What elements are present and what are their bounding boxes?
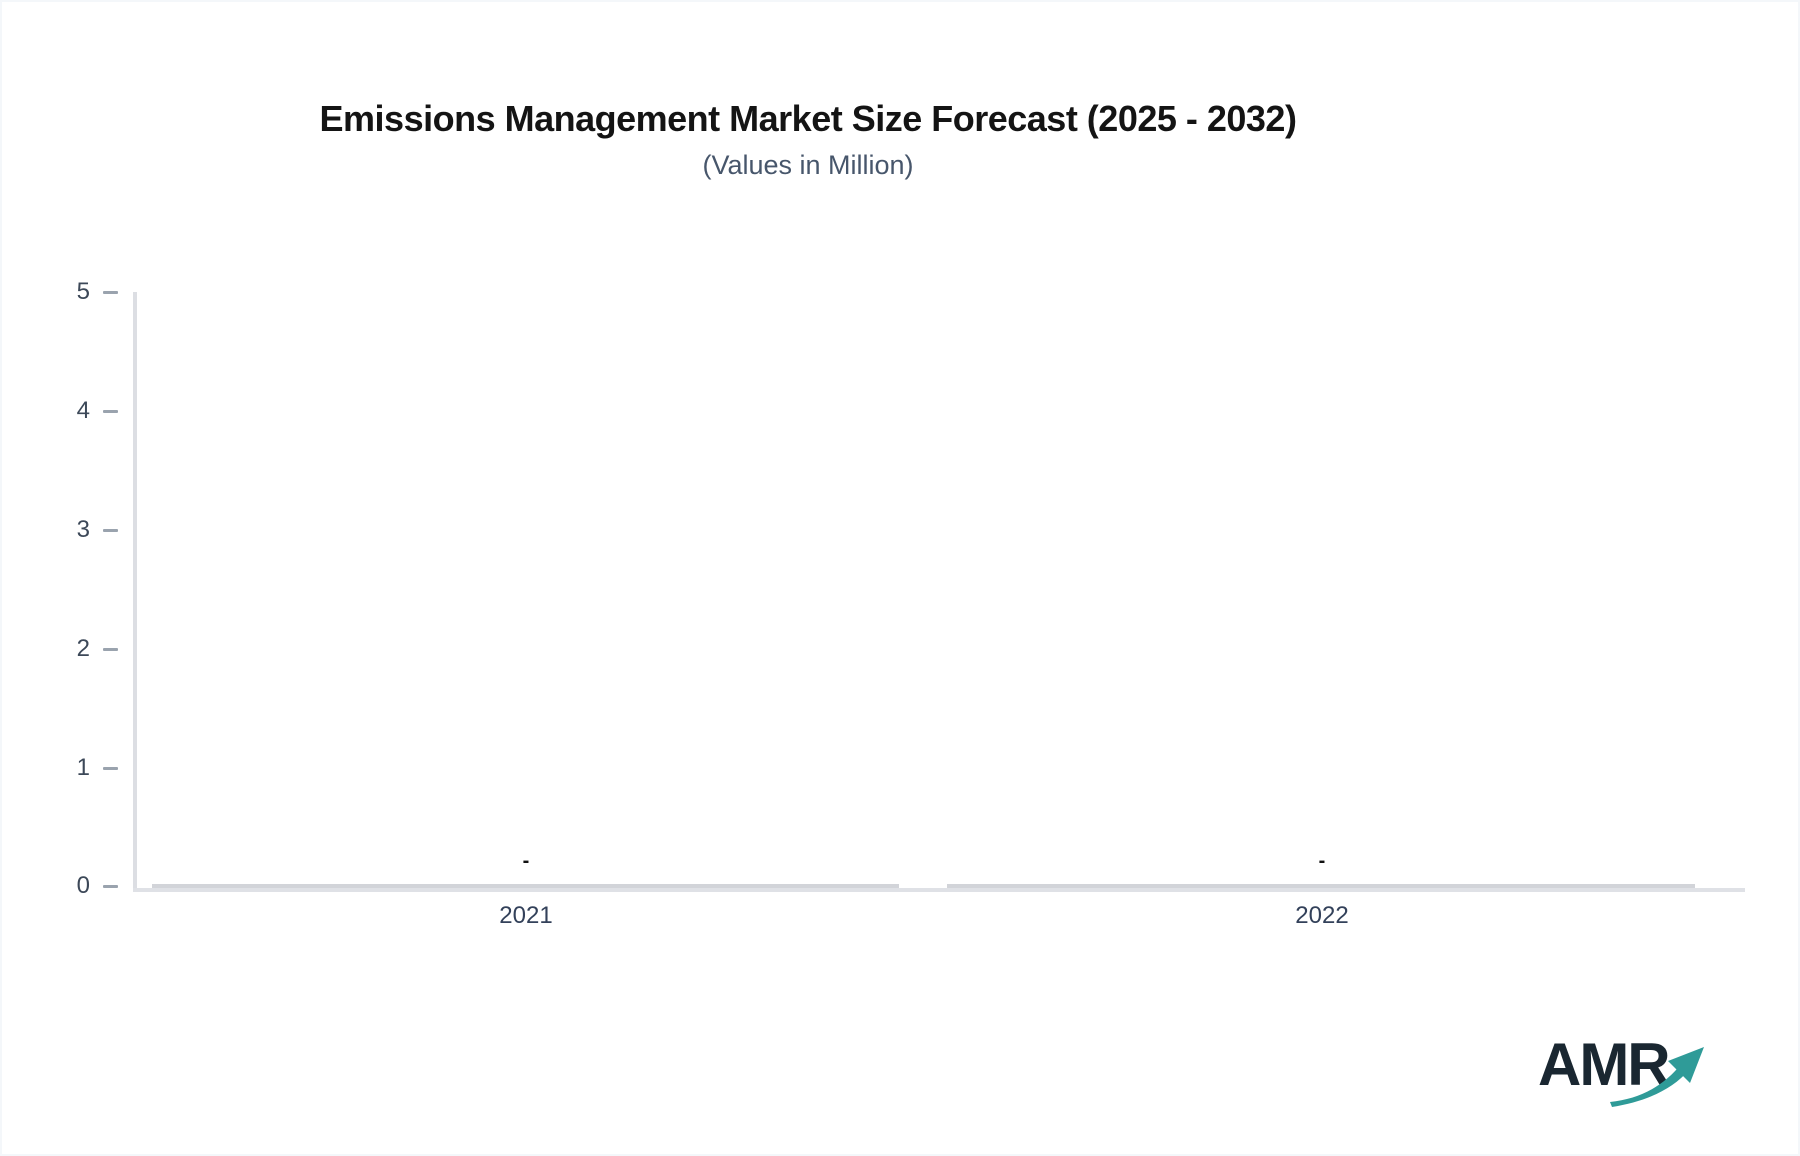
- y-axis-tick-label-2: 2: [76, 635, 90, 662]
- y-axis-tick-label-5: 5: [76, 278, 90, 305]
- y-axis-tick-label-4: 4: [76, 397, 90, 424]
- bar-value-label-2021: -: [522, 850, 530, 872]
- y-axis-tick-mark: [103, 291, 118, 294]
- y-axis-tick-label-1: 1: [76, 754, 90, 781]
- y-axis-line: [133, 292, 137, 892]
- y-axis-tick-label-0: 0: [76, 872, 90, 899]
- chart-title: Emissions Management Market Size Forecas…: [319, 98, 1297, 139]
- y-axis-tick-mark: [103, 529, 118, 532]
- bar-2021[interactable]: [152, 884, 899, 888]
- y-axis-tick-mark: [103, 767, 118, 770]
- y-axis-tick-mark: [103, 885, 118, 888]
- y-axis-tick-label-3: 3: [76, 516, 90, 543]
- bar-value-label-2022: -: [1318, 850, 1326, 872]
- y-axis-tick-mark: [103, 410, 118, 413]
- amr-logo-text: AMR: [1538, 1031, 1671, 1098]
- x-axis-label-2022: 2022: [1295, 902, 1349, 929]
- x-axis-label-2021: 2021: [499, 902, 553, 929]
- bar-2022[interactable]: [947, 884, 1695, 888]
- x-axis-line: [133, 888, 1745, 892]
- amr-logo: AMR: [1530, 1030, 1715, 1114]
- y-axis-tick-mark: [103, 648, 118, 651]
- chart-subtitle: (Values in Million): [702, 150, 914, 180]
- growth-arrow-icon: [1610, 1047, 1704, 1107]
